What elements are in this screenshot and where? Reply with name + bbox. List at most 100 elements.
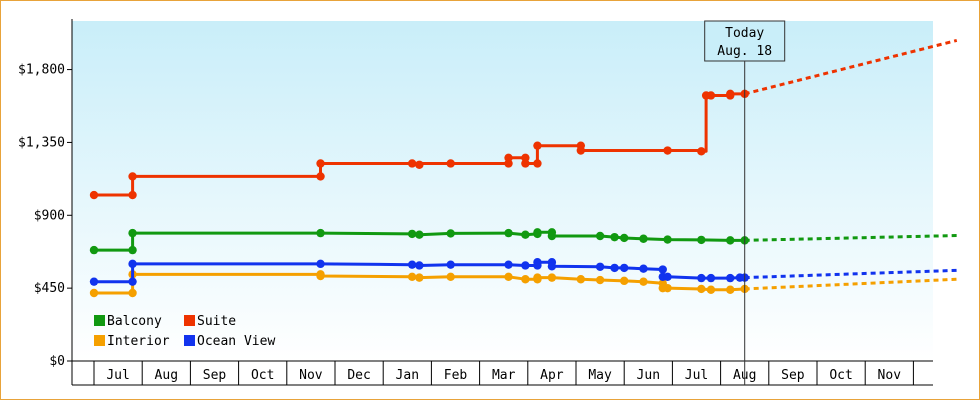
data-point [446, 260, 455, 269]
month-label: May [588, 368, 612, 383]
data-point [639, 277, 648, 286]
plot-background [72, 21, 933, 361]
data-point [415, 273, 424, 282]
data-point [128, 228, 137, 238]
data-point [316, 228, 325, 238]
data-point [706, 285, 716, 294]
data-point [658, 265, 667, 274]
data-point [128, 288, 137, 298]
data-point [547, 262, 557, 271]
legend-swatch [94, 315, 105, 326]
data-point [521, 159, 530, 168]
series-line [94, 92, 745, 197]
month-label: Jun [637, 368, 660, 383]
month-label: Jan [396, 368, 419, 383]
month-label: Oct [251, 368, 274, 383]
legend-swatch [184, 315, 195, 326]
data-point [89, 190, 99, 200]
y-axis: $0 $450 $900 $1,350 $1,800 [18, 19, 73, 385]
data-point [610, 232, 619, 242]
data-point [407, 272, 417, 282]
data-point [697, 273, 706, 283]
y-tick-label: $1,350 [18, 135, 65, 150]
data-point [415, 230, 424, 239]
series-interior [89, 270, 957, 298]
today-date: Aug. 18 [717, 44, 772, 59]
data-point [316, 159, 325, 168]
forecast-line [744, 38, 958, 96]
y-tick-label: $900 [34, 208, 65, 223]
data-point [446, 159, 455, 168]
x-axis: Jul Aug Sep Oct Nov Dec Jan Feb Mar Apr May Jun Jul A… [72, 360, 933, 386]
month-label: Aug [155, 368, 178, 383]
data-point [415, 261, 424, 270]
month-label: Jul [685, 368, 708, 383]
data-point [89, 288, 99, 298]
data-point [595, 262, 605, 271]
data-point [128, 172, 137, 181]
data-point [128, 245, 137, 255]
series-layer [89, 38, 958, 298]
month-label: Jul [106, 368, 129, 383]
data-point [576, 275, 586, 284]
today-marker: Today Aug. 18 [704, 20, 786, 385]
data-point [663, 146, 672, 155]
data-point [576, 146, 586, 155]
data-point [620, 276, 629, 286]
month-label: Sep [203, 368, 227, 383]
data-point [521, 261, 530, 270]
data-point [446, 272, 455, 282]
data-point [726, 89, 735, 99]
data-point [547, 231, 557, 241]
data-point [639, 264, 648, 273]
data-point [504, 260, 513, 269]
data-point [533, 228, 542, 237]
data-point [504, 153, 513, 163]
data-point [595, 275, 605, 285]
today-box [704, 20, 786, 62]
month-label: Sep [781, 368, 805, 383]
month-label: Oct [829, 368, 852, 383]
data-point [620, 263, 629, 273]
month-label: Nov [299, 368, 323, 383]
data-point [316, 172, 325, 181]
legend-swatch [94, 335, 105, 346]
data-point [706, 273, 716, 283]
data-point [533, 159, 542, 168]
data-point [697, 147, 706, 156]
data-point [407, 260, 417, 269]
legend-entry: Balcony [107, 314, 162, 329]
data-point [89, 277, 99, 286]
series-ocean-view [89, 258, 957, 286]
data-point [663, 272, 672, 282]
month-label: Apr [540, 368, 564, 383]
legend-swatch [184, 335, 195, 346]
data-point [726, 273, 735, 283]
data-point [697, 284, 706, 294]
y-tick-label: $450 [34, 281, 65, 296]
data-point [128, 277, 137, 286]
data-point [316, 271, 325, 281]
data-point [595, 231, 605, 241]
data-point [128, 259, 137, 269]
data-point [547, 273, 557, 282]
data-point [446, 229, 455, 238]
data-point [610, 263, 619, 273]
data-point [504, 228, 513, 238]
month-label: Mar [492, 368, 516, 383]
data-point [697, 235, 706, 245]
data-point [620, 233, 629, 243]
data-point [639, 234, 648, 243]
data-point [407, 159, 417, 168]
month-label: Nov [878, 368, 902, 383]
data-point [726, 236, 735, 245]
series-suite [89, 38, 958, 200]
legend-entry: Ocean View [197, 334, 275, 349]
legend-entry: Interior [107, 334, 170, 349]
month-label: Feb [444, 368, 468, 383]
data-point [407, 229, 417, 239]
series-balcony [89, 228, 957, 255]
data-point [533, 273, 542, 282]
